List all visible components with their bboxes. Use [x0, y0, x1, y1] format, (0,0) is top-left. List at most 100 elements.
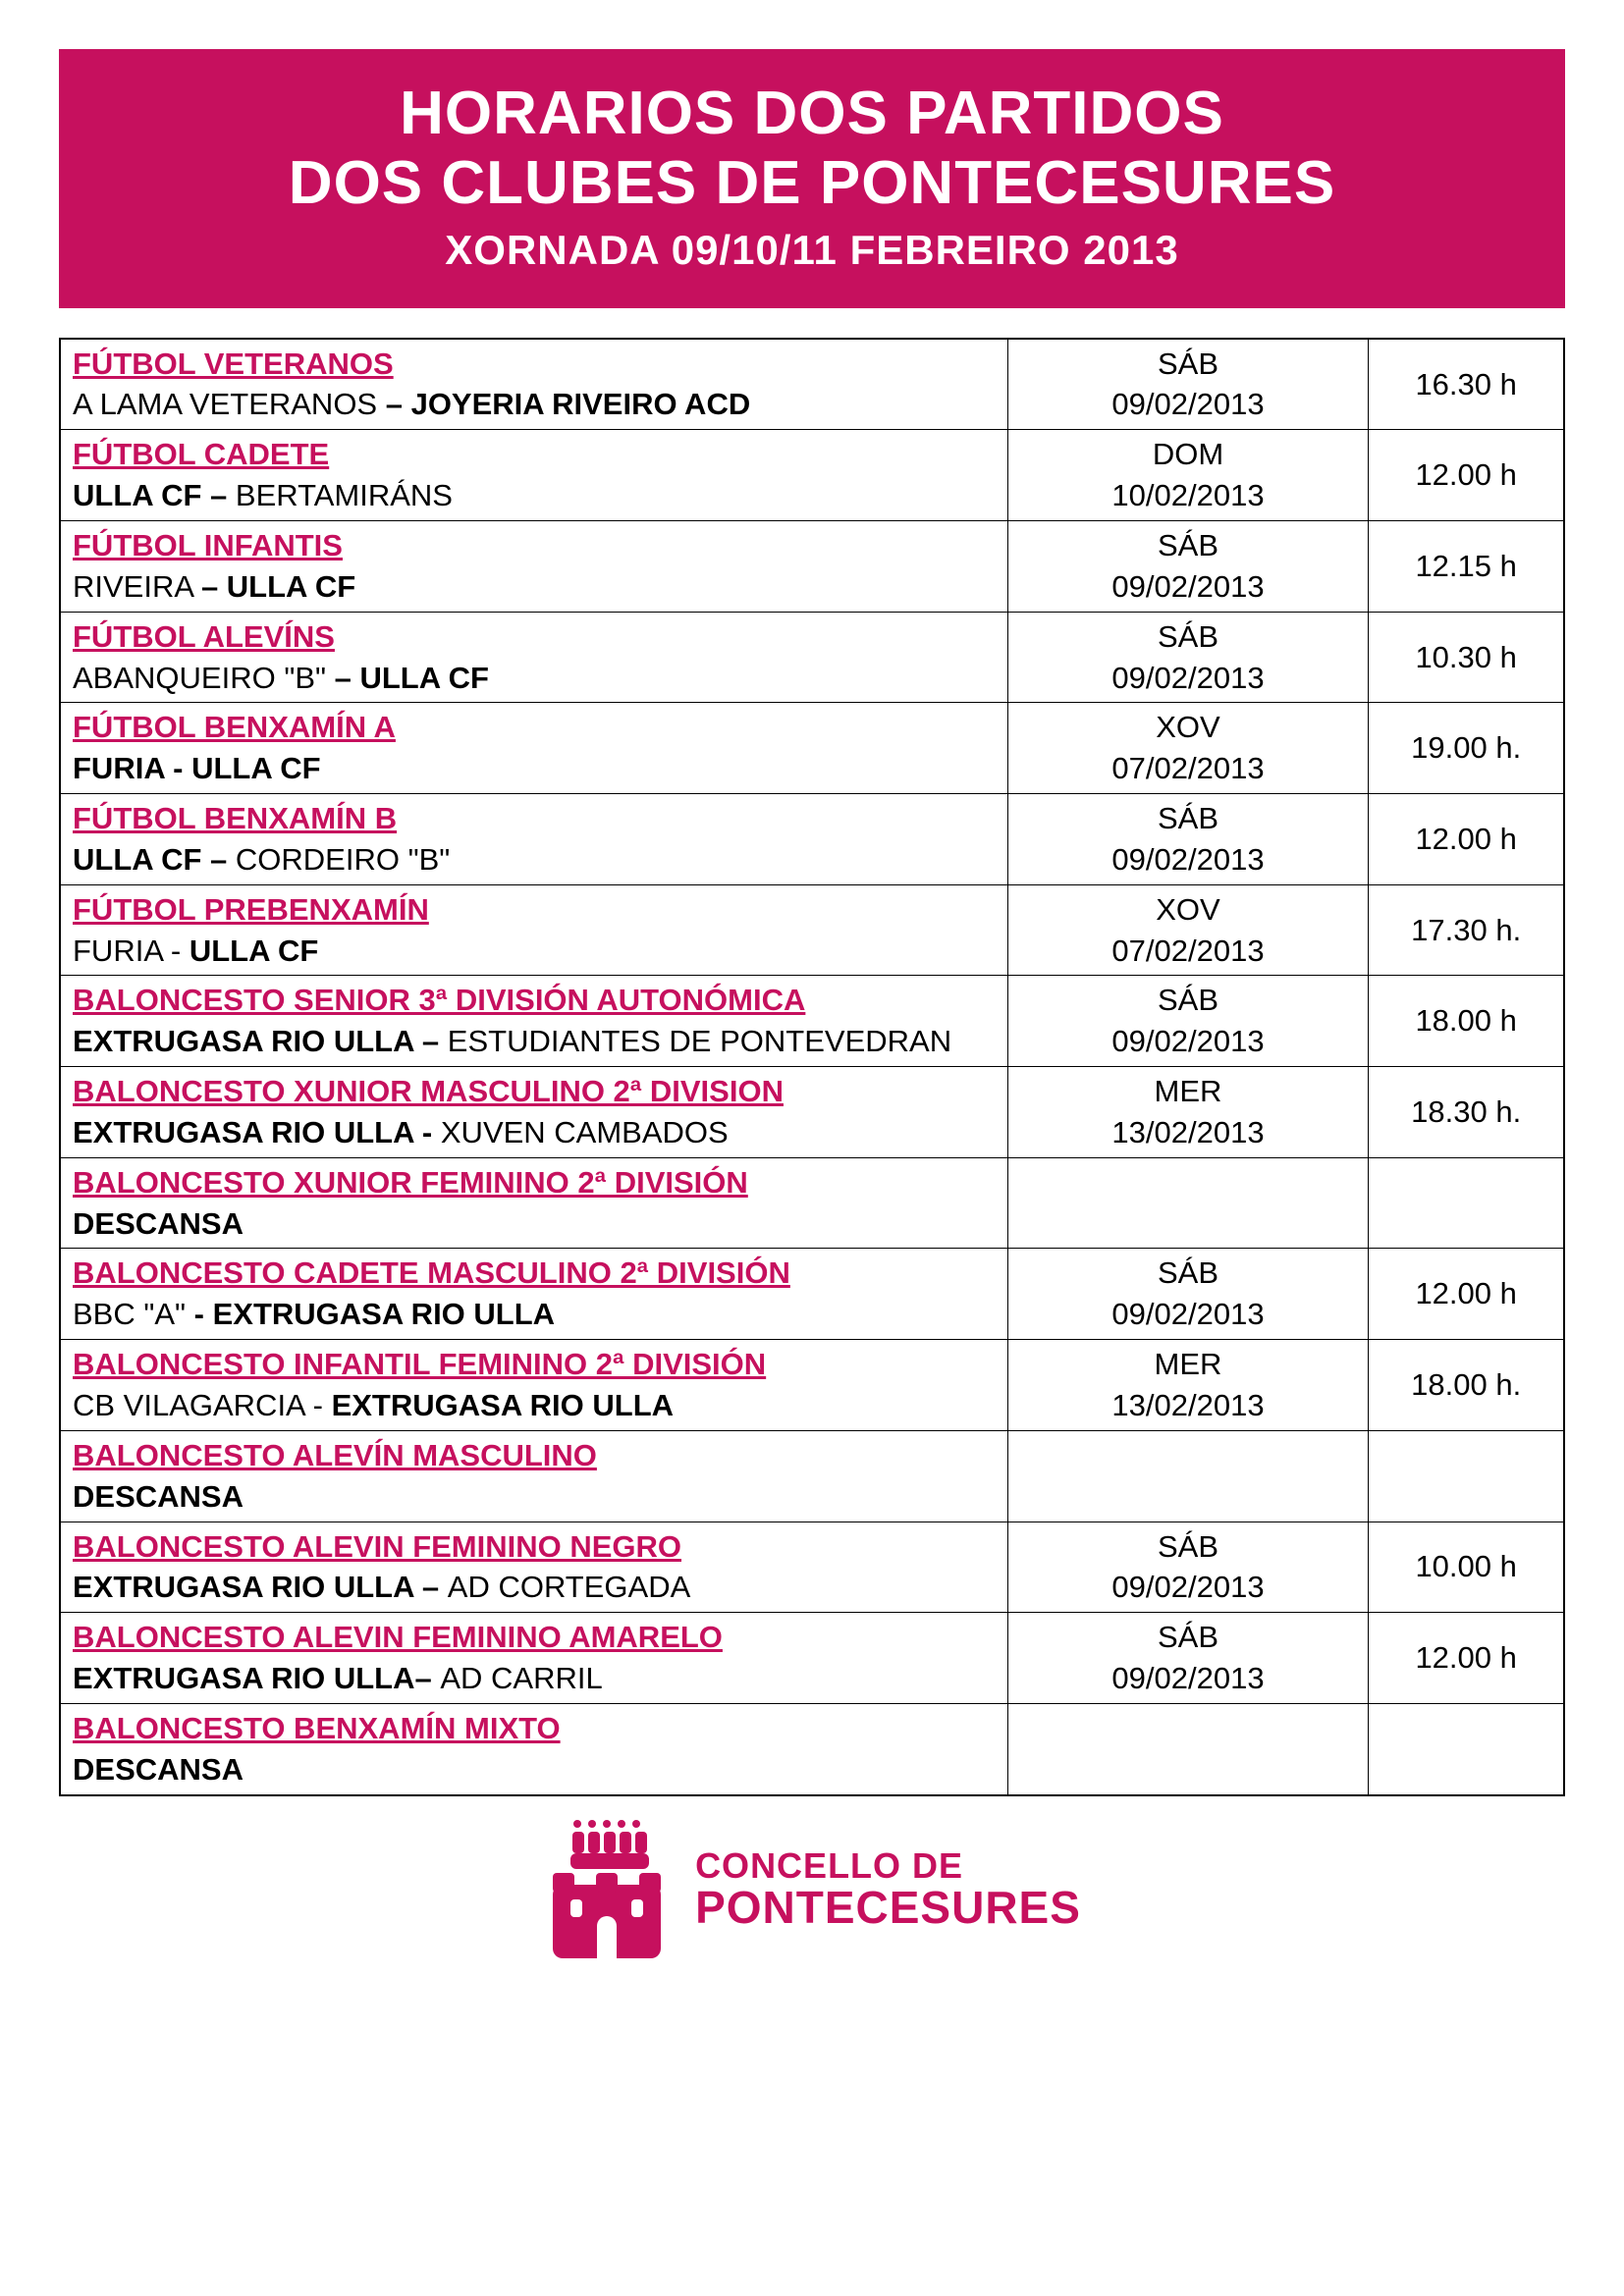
match-teams: ULLA CF – BERTAMIRÁNS [73, 475, 996, 516]
schedule-row: BALONCESTO SENIOR 3ª DIVISIÓN AUTONÓMICA… [60, 976, 1564, 1067]
day-date-cell [1007, 1430, 1369, 1522]
footer-text: CONCELLO DE PONTECESURES [695, 1847, 1081, 1932]
time-cell: 18.00 h [1369, 976, 1564, 1067]
match-description-cell: FÚTBOL ALEVÍNSABANQUEIRO "B" – ULLA CF [60, 612, 1007, 703]
day-abbrev: XOV [1020, 889, 1357, 931]
match-date: 09/02/2013 [1020, 1021, 1357, 1062]
match-teams: DESCANSA [73, 1203, 996, 1245]
match-date: 13/02/2013 [1020, 1112, 1357, 1153]
time-cell: 17.30 h. [1369, 884, 1564, 976]
header-banner: HORARIOS DOS PARTIDOS DOS CLUBES DE PONT… [59, 49, 1565, 308]
match-description-cell: BALONCESTO ALEVIN FEMININO NEGROEXTRUGAS… [60, 1522, 1007, 1613]
category-name: FÚTBOL INFANTIS [73, 525, 996, 566]
time-cell: 19.00 h. [1369, 703, 1564, 794]
match-date: 13/02/2013 [1020, 1385, 1357, 1426]
time-cell: 10.30 h [1369, 612, 1564, 703]
match-teams: EXTRUGASA RIO ULLA – AD CORTEGADA [73, 1567, 996, 1608]
schedule-row: FÚTBOL ALEVÍNSABANQUEIRO "B" – ULLA CF SÁ… [60, 612, 1564, 703]
match-teams: A LAMA VETERANOS – JOYERIA RIVEIRO ACD [73, 384, 996, 425]
day-abbrev: SÁB [1020, 344, 1357, 385]
match-teams: ABANQUEIRO "B" – ULLA CF [73, 658, 996, 699]
match-description-cell: BALONCESTO BENXAMÍN MIXTODESCANSA [60, 1703, 1007, 1794]
match-date: 10/02/2013 [1020, 475, 1357, 516]
schedule-row: BALONCESTO XUNIOR FEMININO 2ª DIVISIÓNDE… [60, 1157, 1564, 1249]
day-abbrev: SÁB [1020, 525, 1357, 566]
category-name: BALONCESTO ALEVIN FEMININO AMARELO [73, 1617, 996, 1658]
schedule-row: BALONCESTO ALEVÍN MASCULINODESCANSA [60, 1430, 1564, 1522]
category-name: BALONCESTO ALEVIN FEMININO NEGRO [73, 1526, 996, 1568]
match-description-cell: BALONCESTO ALEVÍN MASCULINODESCANSA [60, 1430, 1007, 1522]
time-cell [1369, 1430, 1564, 1522]
day-date-cell: DOM10/02/2013 [1007, 430, 1369, 521]
category-name: BALONCESTO BENXAMÍN MIXTO [73, 1708, 996, 1749]
match-description-cell: BALONCESTO CADETE MASCULINO 2ª DIVISIÓNB… [60, 1249, 1007, 1340]
match-teams: DESCANSA [73, 1749, 996, 1790]
category-name: BALONCESTO CADETE MASCULINO 2ª DIVISIÓN [73, 1253, 996, 1294]
day-date-cell [1007, 1157, 1369, 1249]
day-abbrev: XOV [1020, 707, 1357, 748]
category-name: FÚTBOL PREBENXAMÍN [73, 889, 996, 931]
schedule-row: BALONCESTO BENXAMÍN MIXTODESCANSA [60, 1703, 1564, 1794]
category-name: BALONCESTO SENIOR 3ª DIVISIÓN AUTONÓMICA [73, 980, 996, 1021]
day-date-cell: XOV07/02/2013 [1007, 884, 1369, 976]
match-description-cell: FÚTBOL INFANTISRIVEIRA – ULLA CF [60, 520, 1007, 612]
match-description-cell: BALONCESTO XUNIOR FEMININO 2ª DIVISIÓNDE… [60, 1157, 1007, 1249]
match-teams: DESCANSA [73, 1476, 996, 1518]
day-abbrev: SÁB [1020, 1617, 1357, 1658]
time-cell: 12.15 h [1369, 520, 1564, 612]
footer-line1: CONCELLO DE [695, 1847, 1081, 1885]
match-teams: FURIA - ULLA CF [73, 748, 996, 789]
day-date-cell: MER13/02/2013 [1007, 1067, 1369, 1158]
day-date-cell: SÁB09/02/2013 [1007, 794, 1369, 885]
match-description-cell: BALONCESTO INFANTIL FEMININO 2ª DIVISIÓN… [60, 1340, 1007, 1431]
day-date-cell [1007, 1703, 1369, 1794]
footer-line2: PONTECESURES [695, 1884, 1081, 1931]
day-date-cell: SÁB09/02/2013 [1007, 1249, 1369, 1340]
time-cell: 10.00 h [1369, 1522, 1564, 1613]
match-date: 09/02/2013 [1020, 1567, 1357, 1608]
time-cell: 18.30 h. [1369, 1067, 1564, 1158]
category-name: FÚTBOL BENXAMÍN B [73, 798, 996, 839]
schedule-table: FÚTBOL VETERANOSA LAMA VETERANOS – JOYER… [59, 338, 1565, 1796]
match-teams: CB VILAGARCIA - EXTRUGASA RIO ULLA [73, 1385, 996, 1426]
day-date-cell: SÁB09/02/2013 [1007, 976, 1369, 1067]
match-description-cell: FÚTBOL CADETEULLA CF – BERTAMIRÁNS [60, 430, 1007, 521]
day-date-cell: SÁB09/02/2013 [1007, 1522, 1369, 1613]
match-teams: EXTRUGASA RIO ULLA– AD CARRIL [73, 1658, 996, 1699]
header-title-line2: DOS CLUBES DE PONTECESURES [79, 148, 1545, 218]
day-abbrev: SÁB [1020, 1253, 1357, 1294]
schedule-row: BALONCESTO INFANTIL FEMININO 2ª DIVISIÓN… [60, 1340, 1564, 1431]
header-subtitle: XORNADA 09/10/11 FEBREIRO 2013 [79, 227, 1545, 274]
day-abbrev: SÁB [1020, 616, 1357, 658]
match-teams: FURIA - ULLA CF [73, 931, 996, 972]
match-description-cell: BALONCESTO SENIOR 3ª DIVISIÓN AUTONÓMICA… [60, 976, 1007, 1067]
match-description-cell: BALONCESTO XUNIOR MASCULINO 2ª DIVISIONE… [60, 1067, 1007, 1158]
match-description-cell: FÚTBOL BENXAMÍN BULLA CF – CORDEIRO "B" [60, 794, 1007, 885]
category-name: BALONCESTO XUNIOR MASCULINO 2ª DIVISION [73, 1071, 996, 1112]
day-abbrev: SÁB [1020, 980, 1357, 1021]
schedule-row: FÚTBOL PREBENXAMÍNFURIA - ULLA CFXOV07/0… [60, 884, 1564, 976]
schedule-row: BALONCESTO CADETE MASCULINO 2ª DIVISIÓNB… [60, 1249, 1564, 1340]
day-abbrev: SÁB [1020, 1526, 1357, 1568]
match-date: 09/02/2013 [1020, 1294, 1357, 1335]
schedule-row: FÚTBOL BENXAMÍN BULLA CF – CORDEIRO "B"S… [60, 794, 1564, 885]
schedule-row: BALONCESTO ALEVIN FEMININO AMARELOEXTRUG… [60, 1613, 1564, 1704]
match-date: 09/02/2013 [1020, 384, 1357, 425]
match-teams: EXTRUGASA RIO ULLA – ESTUDIANTES DE PONT… [73, 1021, 996, 1062]
category-name: BALONCESTO ALEVÍN MASCULINO [73, 1435, 996, 1476]
schedule-row: BALONCESTO ALEVIN FEMININO NEGROEXTRUGAS… [60, 1522, 1564, 1613]
category-name: FÚTBOL ALEVÍNS [73, 616, 996, 658]
day-date-cell: MER13/02/2013 [1007, 1340, 1369, 1431]
schedule-row: BALONCESTO XUNIOR MASCULINO 2ª DIVISIONE… [60, 1067, 1564, 1158]
match-date: 07/02/2013 [1020, 931, 1357, 972]
day-abbrev: DOM [1020, 434, 1357, 475]
day-date-cell: XOV07/02/2013 [1007, 703, 1369, 794]
match-teams: BBC "A" - EXTRUGASA RIO ULLA [73, 1294, 996, 1335]
header-title-line1: HORARIOS DOS PARTIDOS [79, 79, 1545, 148]
time-cell: 12.00 h [1369, 430, 1564, 521]
match-teams: RIVEIRA – ULLA CF [73, 566, 996, 608]
schedule-row: FÚTBOL VETERANOSA LAMA VETERANOS – JOYER… [60, 339, 1564, 430]
time-cell: 18.00 h. [1369, 1340, 1564, 1431]
match-description-cell: FÚTBOL PREBENXAMÍNFURIA - ULLA CF [60, 884, 1007, 976]
match-teams: EXTRUGASA RIO ULLA - XUVEN CAMBADOS [73, 1112, 996, 1153]
